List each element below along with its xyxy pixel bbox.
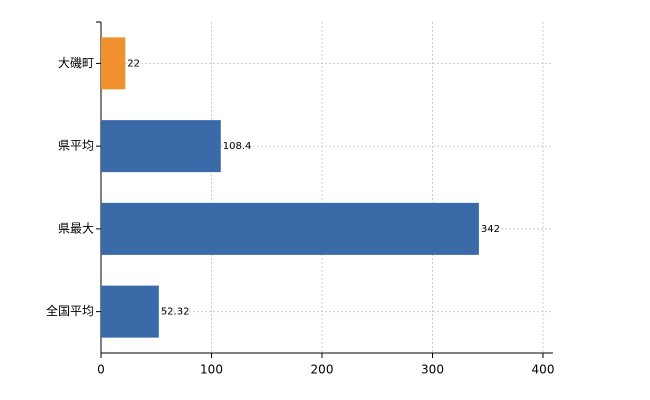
value-label: 22 — [127, 58, 140, 69]
bar — [101, 202, 479, 255]
value-label: 108.4 — [223, 141, 252, 152]
x-tick-label: 300 — [421, 363, 444, 377]
bar — [101, 285, 159, 338]
bar — [101, 120, 221, 173]
value-label: 52.32 — [161, 307, 190, 318]
x-tick-label: 100 — [200, 363, 223, 377]
y-tick-label: 県平均 — [58, 139, 94, 153]
y-tick-label: 大磯町 — [58, 56, 94, 70]
value-label: 342 — [481, 224, 500, 235]
y-tick-label: 県最大 — [58, 221, 94, 235]
bar — [101, 37, 126, 90]
y-tick-label: 全国平均 — [46, 303, 94, 318]
x-tick-label: 400 — [532, 363, 555, 377]
x-tick-label: 200 — [311, 363, 334, 377]
x-tick-label: 0 — [97, 363, 105, 377]
